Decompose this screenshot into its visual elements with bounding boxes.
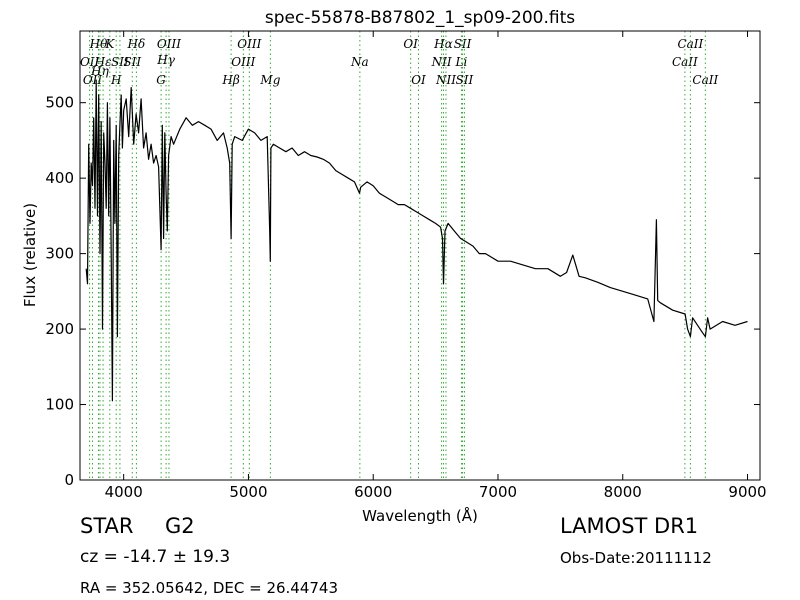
chart-title: spec-55878-B87802_1_sp09-200.fits	[265, 8, 575, 28]
y-tick-label: 500	[45, 94, 74, 112]
line-marker-label: SII	[123, 55, 141, 69]
line-marker-label: CaII	[692, 73, 718, 87]
line-marker-label: SII	[111, 55, 129, 69]
emission-line-markers: OIIOIIHθHηHεKHSIISIIHδGHγOIIIHβOIIIOIIIM…	[80, 31, 719, 480]
line-marker-label: Li	[455, 55, 468, 69]
line-marker-label: OIII	[237, 37, 261, 51]
line-marker-label: Hδ	[127, 37, 146, 51]
object-subclass: G2	[165, 514, 195, 538]
line-marker-label: Hε	[94, 55, 112, 69]
line-marker-label: Hγ	[156, 53, 175, 67]
line-marker-label: CaII	[677, 37, 703, 51]
plot-frame	[79, 30, 761, 481]
line-marker-label: OIII	[231, 55, 255, 69]
x-tick-label: 5000	[229, 483, 267, 501]
line-marker-label: K	[104, 37, 115, 51]
x-axis-ticks: 4000 5000 6000 7000 8000 9000	[105, 31, 767, 501]
x-tick-label: 8000	[604, 483, 642, 501]
survey-name: LAMOST DR1	[560, 514, 699, 538]
line-marker-label: OII	[80, 55, 100, 69]
y-tick-label: 400	[45, 169, 74, 187]
observation-date: Obs-Date:20111112	[560, 549, 712, 567]
y-tick-label: 100	[45, 396, 74, 414]
line-marker-label: CaII	[672, 55, 698, 69]
y-tick-label: 0	[64, 471, 74, 489]
line-marker-label: Na	[350, 55, 369, 69]
line-marker-label: OII	[83, 73, 103, 87]
y-tick-label: 300	[45, 245, 74, 263]
line-marker-label: OI	[403, 37, 418, 51]
line-marker-label: OI	[411, 73, 426, 87]
line-marker-label: Hη	[90, 64, 109, 78]
x-tick-label: 9000	[728, 483, 766, 501]
x-axis-label: Wavelength (Å)	[362, 506, 478, 525]
redshift-cz: cz = -14.7 ± 19.3	[80, 547, 231, 567]
line-marker-label: SII	[454, 37, 472, 51]
line-marker-label: SII	[456, 73, 474, 87]
line-marker-label: NII	[431, 55, 452, 69]
line-marker-label: Hα	[433, 37, 453, 51]
line-marker-label: Hβ	[221, 73, 239, 87]
spectrum-series	[85, 79, 748, 402]
y-axis-ticks: 0 100 200 300 400 500	[45, 94, 760, 489]
x-tick-label: 7000	[479, 483, 517, 501]
line-marker-label: NII	[435, 73, 456, 87]
object-class: STAR	[80, 514, 134, 538]
line-marker-label: Mg	[259, 73, 280, 87]
x-tick-label: 4000	[105, 483, 143, 501]
y-tick-label: 200	[45, 320, 74, 338]
ra-dec-coordinates: RA = 352.05642, DEC = 26.44743	[80, 579, 339, 597]
x-tick-label: 6000	[354, 483, 392, 501]
line-marker-label: G	[156, 73, 166, 87]
y-axis-label: Flux (relative)	[21, 203, 39, 307]
spectrum-line	[85, 79, 748, 402]
line-marker-label: H	[110, 73, 122, 87]
line-marker-label: OIII	[157, 37, 181, 51]
